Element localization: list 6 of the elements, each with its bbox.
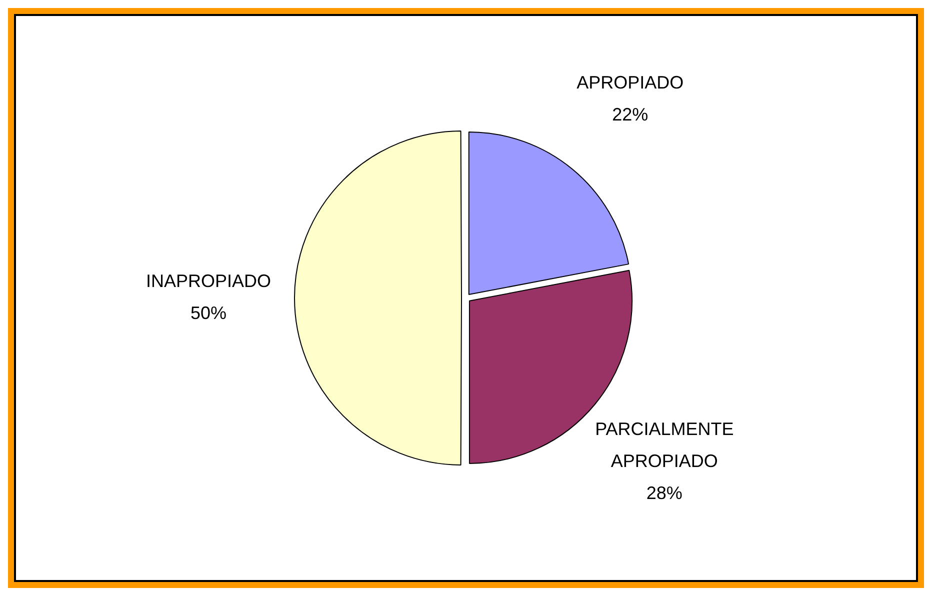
data-label: 50% bbox=[190, 302, 227, 323]
slice-label: INAPROPIADO bbox=[146, 270, 272, 291]
data-label: 28% bbox=[646, 483, 682, 504]
slice-label: PARCIALMENTE APROPIADO bbox=[595, 419, 734, 472]
data-label: 22% bbox=[612, 104, 648, 125]
slice-label: APROPIADO bbox=[576, 72, 684, 93]
